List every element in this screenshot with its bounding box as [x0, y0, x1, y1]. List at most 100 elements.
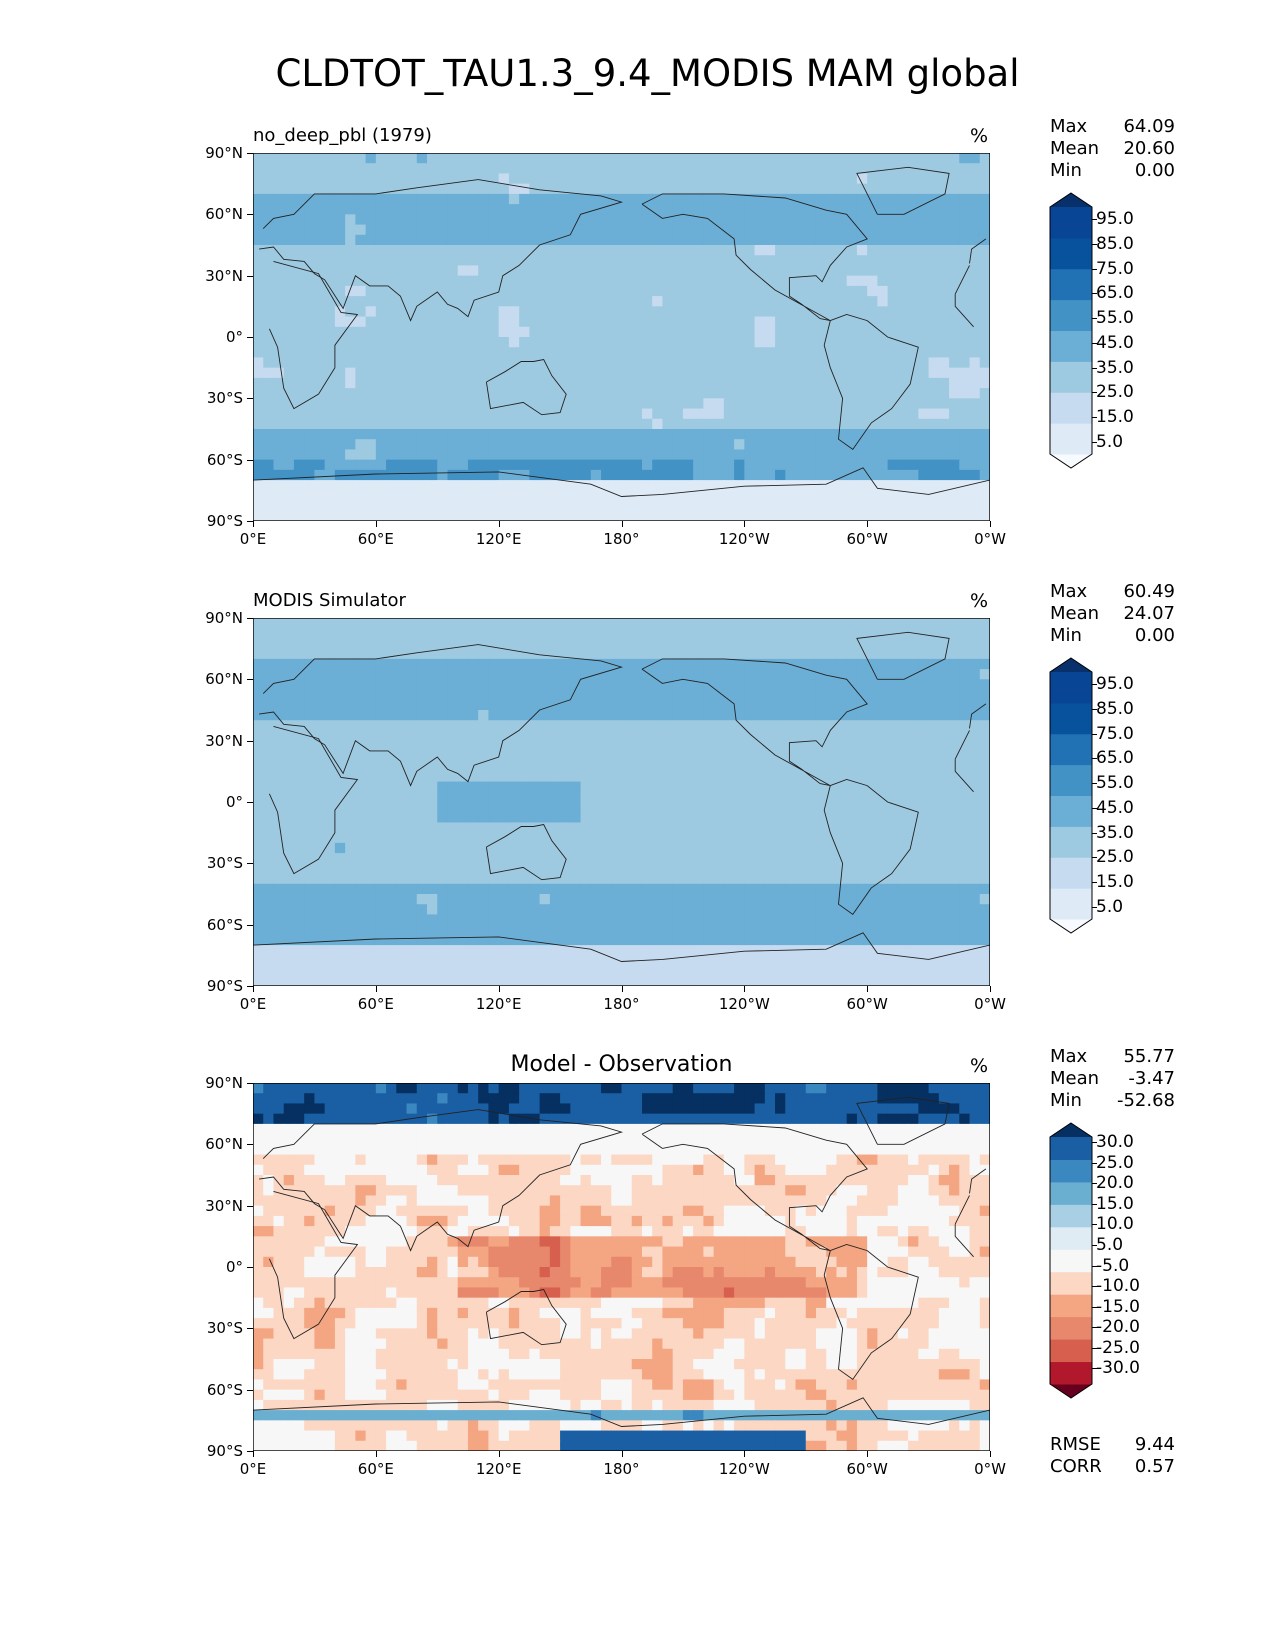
map-cell [478, 873, 490, 885]
map-cell [979, 285, 990, 297]
map-cell [437, 255, 449, 267]
map-cell [713, 490, 725, 502]
map-cell [979, 500, 990, 512]
map-cell [478, 740, 490, 752]
map-cell [693, 357, 704, 369]
map-cell [560, 459, 571, 471]
map-cell [519, 183, 530, 195]
map-cell [253, 173, 264, 185]
map-cell [457, 316, 469, 328]
map-cell [693, 408, 704, 420]
map-cell [263, 326, 275, 338]
map-cell [580, 679, 592, 691]
map-cell [334, 480, 346, 491]
map-cell [304, 750, 316, 762]
map-cell [467, 638, 479, 650]
map-cell [488, 285, 500, 297]
map-cell [652, 618, 664, 629]
map-cell [386, 367, 397, 379]
map-cell [416, 669, 428, 680]
map-cell [764, 720, 776, 732]
map-cell [283, 648, 295, 660]
map-cell [355, 618, 367, 629]
map-cell [590, 689, 602, 701]
map-cell [897, 469, 909, 481]
map-cell [805, 418, 817, 430]
map-cell [744, 924, 756, 936]
map-cell [539, 863, 551, 875]
map-cell [754, 771, 766, 783]
map-cell [734, 648, 745, 660]
map-cell [754, 347, 766, 359]
map-cell [856, 367, 868, 379]
map-cell [498, 740, 510, 752]
map-cell [570, 367, 582, 379]
map-cell [478, 153, 490, 164]
map-cell [345, 720, 356, 732]
map-cell [498, 275, 510, 287]
map-cell [283, 658, 295, 670]
map-cell [672, 720, 684, 732]
map-cell [785, 275, 797, 287]
map-cell [580, 853, 592, 864]
map-cell [314, 853, 326, 864]
map-cell [580, 214, 592, 226]
map-cell [641, 490, 653, 502]
map-cell [478, 337, 490, 348]
map-cell [304, 255, 316, 267]
map-cell [795, 771, 807, 783]
map-cell [488, 822, 500, 834]
map-cell [253, 459, 264, 471]
map-cell [877, 367, 889, 379]
map-cell [386, 296, 397, 307]
map-cell [396, 163, 408, 175]
map-cell [283, 193, 295, 205]
map-cell [734, 873, 745, 885]
map-cell [815, 771, 827, 783]
map-cell [846, 245, 858, 256]
map-cell [693, 924, 704, 936]
map-cell [386, 153, 397, 164]
map-cell [928, 914, 940, 926]
stat-row: Mean 20.60 [1050, 138, 1175, 160]
map-cell [345, 628, 356, 640]
map-cell [734, 500, 745, 512]
map-cell [641, 234, 653, 246]
map-cell [273, 418, 285, 430]
map-cell [437, 449, 449, 461]
map-cell [570, 812, 582, 824]
map-cell [662, 418, 674, 430]
map-cell [549, 173, 561, 185]
map-cell [283, 214, 295, 226]
map-cell [324, 153, 336, 164]
map-cell [437, 173, 449, 185]
map-cell [693, 204, 704, 215]
map-cell [887, 234, 899, 246]
map-cell [836, 750, 848, 762]
map-cell [263, 648, 275, 660]
map-cell [621, 490, 633, 502]
map-cell [805, 367, 817, 379]
map-cell [283, 316, 295, 328]
map-cell [631, 924, 643, 936]
map-cell [795, 628, 807, 640]
map-cell [416, 914, 428, 926]
map-cell [601, 429, 612, 440]
map-cell [815, 367, 827, 379]
map-cell [621, 439, 633, 451]
map-cell [355, 740, 367, 752]
map-cell [396, 812, 408, 824]
map-cell [908, 730, 919, 742]
map-cell [734, 163, 745, 175]
map-cell [345, 163, 356, 175]
map-cell [365, 853, 377, 864]
map-cell [549, 873, 561, 885]
map-cell [437, 296, 449, 307]
map-cell [723, 924, 735, 936]
map-cell [611, 224, 623, 236]
map-cell [744, 245, 756, 256]
map-cell [365, 204, 377, 215]
map-cell [723, 326, 735, 338]
map-cell [549, 255, 561, 267]
map-cell [355, 224, 367, 236]
